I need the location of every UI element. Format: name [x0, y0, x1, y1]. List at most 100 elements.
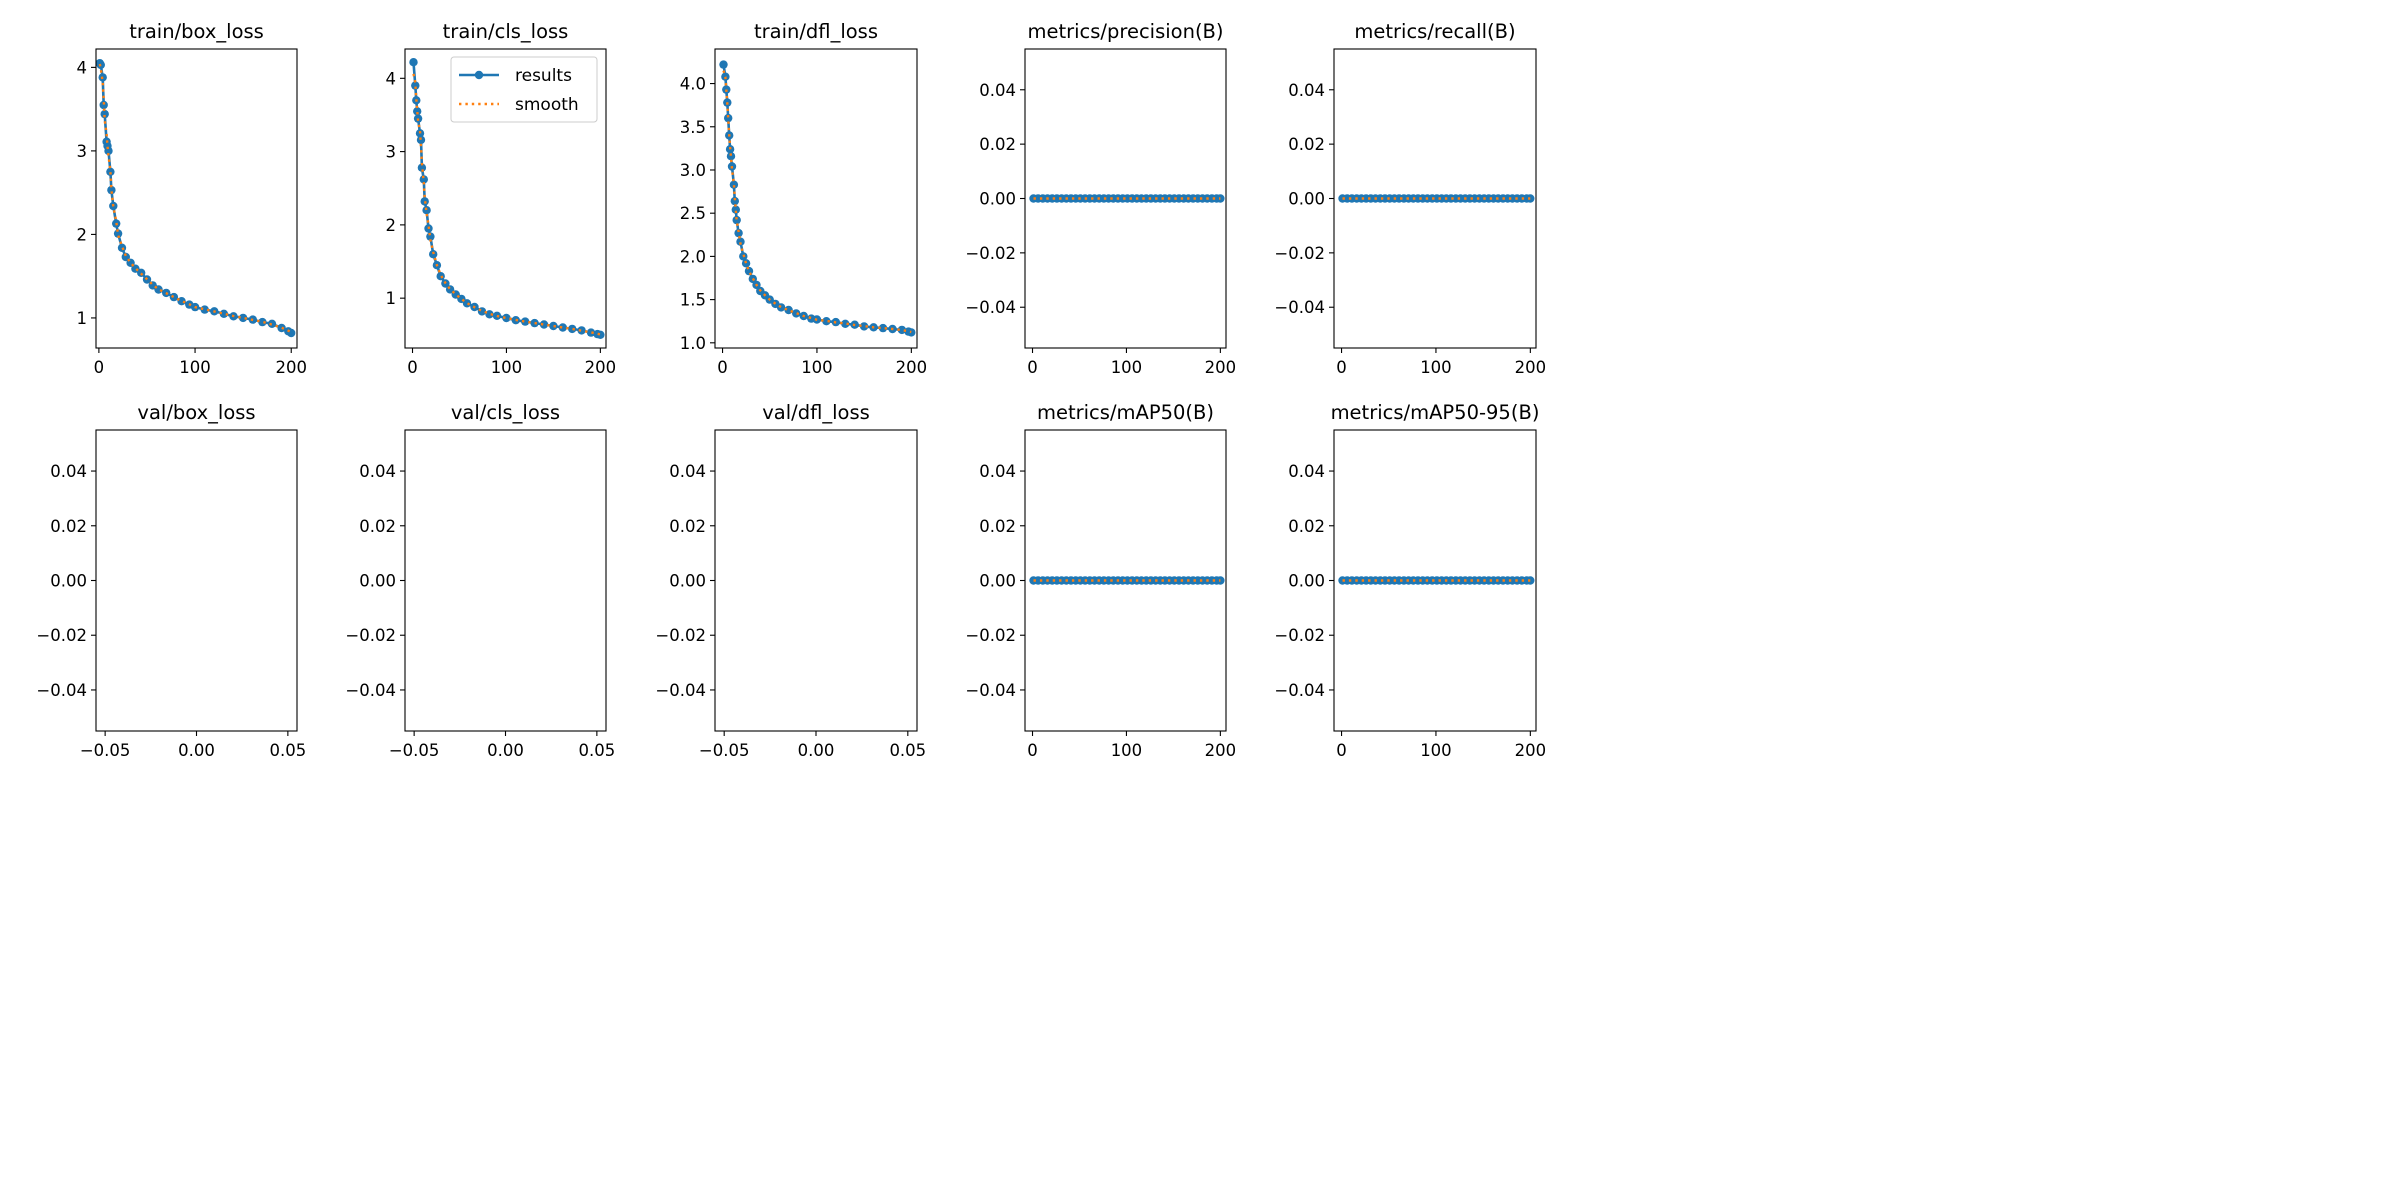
y-tick-label: 0.00	[669, 572, 706, 591]
x-tick-label: 200	[896, 358, 928, 377]
y-tick-label: 0.02	[359, 517, 396, 536]
panel-title: train/box_loss	[129, 20, 264, 43]
y-tick-label: 0.00	[359, 572, 396, 591]
y-tick-label: 3.0	[680, 161, 706, 180]
y-tick-label: 4	[77, 58, 88, 77]
y-tick-label: 1.5	[680, 291, 706, 310]
data-point	[422, 206, 431, 215]
data-point	[724, 113, 733, 123]
data-point	[409, 58, 418, 67]
x-tick-label: 0	[1336, 741, 1347, 760]
data-point	[586, 328, 596, 337]
axes-frame	[95, 429, 298, 732]
series-group	[1029, 194, 1225, 203]
y-tick-label: 3.5	[680, 118, 706, 137]
y-tick-label: 3	[77, 142, 88, 161]
panel-title: val/dfl_loss	[762, 401, 870, 424]
panel-title: val/cls_loss	[451, 401, 560, 424]
data-point	[731, 205, 740, 214]
data-point	[907, 328, 916, 337]
data-point	[558, 323, 567, 332]
legend-results-label: results	[515, 66, 572, 86]
data-point	[521, 317, 530, 326]
panel-val_box: val/box_loss −0.05 0.00 0.05 0.04 0.02 0.00 −0.…	[36, 401, 306, 760]
y-tick-label: 2	[77, 225, 88, 244]
data-point	[219, 309, 229, 318]
panel-val_cls: val/cls_loss −0.05 0.00 0.05 0.04 0.02 0.00 −0.…	[345, 401, 615, 760]
y-tick-label: 0.04	[669, 462, 706, 481]
y-tick-label: 0.00	[50, 572, 87, 591]
data-point	[721, 72, 730, 81]
x-tick-label: −0.05	[80, 741, 131, 760]
data-point	[417, 163, 427, 172]
data-point	[106, 167, 115, 176]
panel-map50_95: metrics/mAP50-95(B) 0 100 200 0.04 0.02 0.00 −0…	[1274, 401, 1546, 760]
series-group	[409, 58, 605, 339]
data-point	[419, 175, 428, 184]
data-point	[729, 180, 739, 189]
panel-title: train/dfl_loss	[754, 20, 878, 43]
y-tick-label: 0.00	[979, 572, 1016, 591]
y-tick-label: 0.02	[1288, 135, 1325, 154]
panel-title: metrics/mAP50(B)	[1037, 401, 1214, 424]
panel-precision: metrics/precision(B) 0 100 200 0.04 0.02 0.00 −…	[965, 20, 1236, 377]
data-point	[719, 60, 728, 69]
x-tick-label: 0.05	[889, 741, 926, 760]
data-point	[416, 135, 426, 145]
y-tick-label: 0.00	[1288, 190, 1325, 209]
y-tick-label: 0.04	[50, 462, 87, 481]
y-tick-label: 3	[386, 143, 397, 162]
data-point	[596, 330, 605, 339]
data-point	[859, 322, 869, 331]
data-point	[107, 185, 116, 195]
data-point	[1216, 576, 1225, 585]
y-tick-label: 0.04	[359, 462, 396, 481]
y-tick-label: 0.04	[1288, 462, 1325, 481]
data-point	[734, 228, 743, 238]
data-point	[200, 305, 209, 314]
legend: results smooth	[450, 56, 598, 123]
y-tick-label: 0.04	[1288, 81, 1325, 100]
data-point	[238, 313, 248, 323]
y-tick-label: 0.02	[1288, 517, 1325, 536]
y-tick-label: −0.02	[1274, 626, 1325, 645]
x-tick-label: 0	[1027, 358, 1038, 377]
y-tick-label: 1	[386, 289, 397, 308]
y-tick-label: −0.02	[655, 626, 706, 645]
x-tick-label: 0.00	[487, 741, 524, 760]
x-tick-label: 0.05	[578, 741, 615, 760]
y-tick-label: −0.04	[655, 681, 706, 700]
y-tick-label: 4.0	[680, 75, 706, 94]
panel-title: val/box_loss	[137, 401, 255, 424]
y-tick-label: 0.02	[979, 135, 1016, 154]
y-tick-label: 1.0	[680, 334, 706, 353]
y-tick-label: −0.02	[965, 626, 1016, 645]
data-point	[104, 146, 113, 156]
series-group	[1029, 576, 1225, 585]
series-group	[96, 59, 296, 338]
panel-train_dfl: train/dfl_loss 0 100 200 1.0 1.5 2.0 2.5 3.0 3.5 4…	[680, 20, 927, 377]
data-point	[736, 237, 745, 246]
y-tick-label: −0.02	[345, 626, 396, 645]
x-tick-label: 100	[1111, 741, 1143, 760]
data-point	[117, 243, 127, 252]
y-tick-label: −0.04	[965, 298, 1016, 317]
data-point	[169, 292, 179, 302]
y-tick-label: 0.04	[979, 462, 1016, 481]
panel-title: metrics/recall(B)	[1354, 20, 1515, 43]
y-tick-label: 2.5	[680, 204, 706, 223]
data-point	[1216, 194, 1225, 203]
data-point	[485, 310, 494, 319]
data-point	[897, 325, 907, 335]
y-tick-label: 4	[386, 69, 397, 88]
data-point	[792, 309, 801, 318]
panel-val_dfl: val/dfl_loss −0.05 0.00 0.05 0.04 0.02 0.00 −0.…	[655, 401, 926, 760]
data-point	[100, 109, 109, 119]
y-tick-label: −0.02	[965, 244, 1016, 263]
y-tick-label: −0.02	[36, 626, 87, 645]
data-point	[878, 323, 888, 333]
y-tick-label: −0.04	[345, 681, 396, 700]
data-point	[730, 196, 739, 206]
x-tick-label: 0	[407, 358, 418, 377]
x-tick-label: 0	[94, 358, 105, 377]
